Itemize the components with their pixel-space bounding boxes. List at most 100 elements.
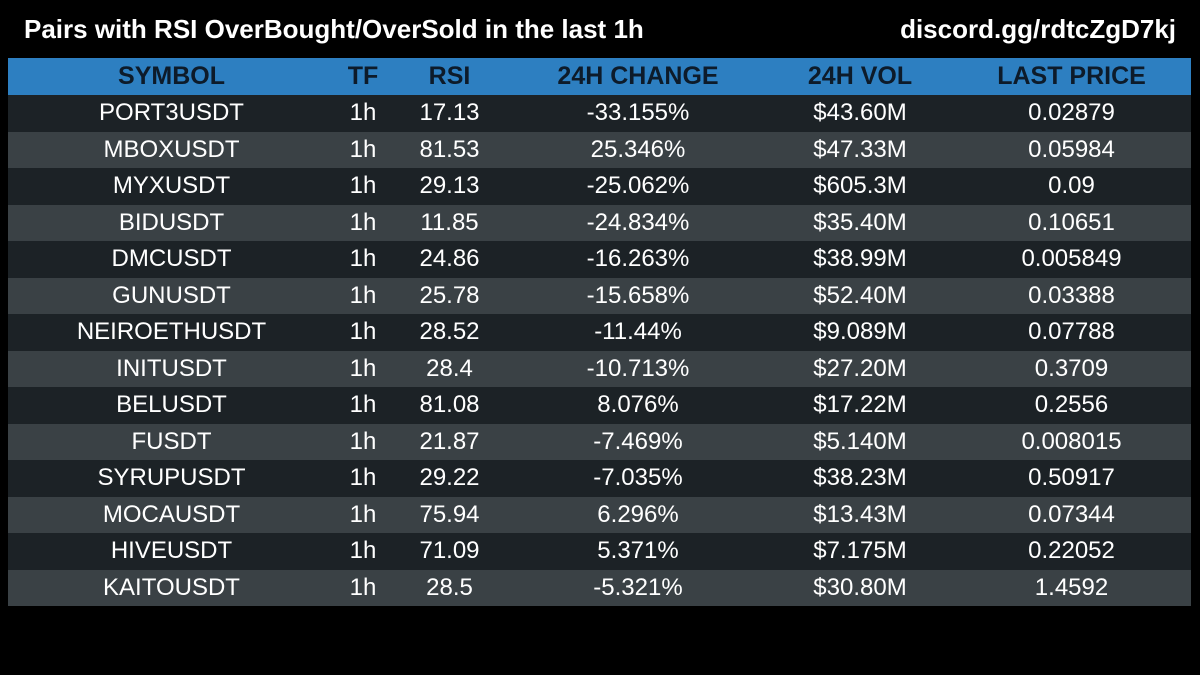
- symbol-cell: MYXUSDT: [112, 172, 231, 200]
- change-cell: -7.035%: [593, 464, 683, 492]
- volume-cell: $47.33M: [813, 135, 907, 163]
- symbol-cell: HIVEUSDT: [110, 537, 233, 565]
- tf-cell: 1h: [349, 537, 377, 565]
- column-header-tf: TF: [347, 62, 379, 90]
- price-cell: 0.07344: [1028, 500, 1115, 528]
- table-row: FUSDT 1h 21.87 -7.469% $5.140M 0.008015: [8, 423, 1191, 460]
- symbol-cell: BIDUSDT: [118, 208, 225, 236]
- volume-cell: $52.40M: [813, 281, 907, 309]
- table-row: GUNUSDT 1h 25.78 -15.658% $52.40M 0.03388: [8, 277, 1191, 314]
- price-cell: 0.07788: [1028, 318, 1115, 346]
- rsi-cell: 81.08: [419, 391, 480, 419]
- column-header-24h-change: 24H CHANGE: [557, 62, 719, 90]
- column-header-last-price: LAST PRICE: [997, 62, 1146, 90]
- tf-cell: 1h: [349, 281, 377, 309]
- tf-cell: 1h: [349, 318, 377, 346]
- symbol-cell: PORT3USDT: [99, 99, 244, 127]
- volume-cell: $38.99M: [813, 245, 907, 273]
- symbol-cell: MBOXUSDT: [103, 135, 240, 163]
- change-cell: -15.658%: [586, 281, 690, 309]
- rsi-cell: 28.5: [426, 573, 473, 601]
- table-row: BELUSDT 1h 81.08 8.076% $17.22M 0.2556: [8, 387, 1191, 424]
- price-cell: 0.09: [1048, 172, 1095, 200]
- tf-cell: 1h: [349, 391, 377, 419]
- price-cell: 0.05984: [1028, 135, 1115, 163]
- symbol-cell: MOCAUSDT: [102, 500, 241, 528]
- volume-cell: $5.140M: [813, 427, 907, 455]
- discord-link[interactable]: discord.gg/rdtcZgD7kj: [900, 14, 1176, 44]
- volume-cell: $43.60M: [813, 99, 907, 127]
- tf-cell: 1h: [349, 500, 377, 528]
- table-header-row: SYMBOL TF RSI 24H CHANGE 24H VOL LAST PR…: [8, 58, 1191, 95]
- table-row: INITUSDT 1h 28.4 -10.713% $27.20M 0.3709: [8, 350, 1191, 387]
- volume-cell: $17.22M: [813, 391, 907, 419]
- change-cell: -11.44%: [594, 318, 682, 346]
- volume-cell: $27.20M: [813, 354, 907, 382]
- symbol-cell: INITUSDT: [116, 354, 227, 382]
- tf-cell: 1h: [349, 172, 377, 200]
- change-cell: 5.371%: [597, 537, 679, 565]
- rsi-cell: 17.13: [419, 99, 480, 127]
- rsi-table: SYMBOL TF RSI 24H CHANGE 24H VOL LAST PR…: [8, 58, 1191, 606]
- volume-cell: $605.3M: [813, 172, 907, 200]
- tf-cell: 1h: [349, 135, 377, 163]
- volume-cell: $9.089M: [813, 318, 907, 346]
- change-cell: -7.469%: [593, 427, 683, 455]
- tf-cell: 1h: [349, 427, 377, 455]
- change-cell: -5.321%: [593, 573, 683, 601]
- symbol-cell: DMCUSDT: [111, 245, 232, 273]
- volume-cell: $30.80M: [813, 573, 907, 601]
- change-cell: -24.834%: [586, 208, 690, 236]
- volume-cell: $7.175M: [813, 537, 907, 565]
- change-cell: -10.713%: [586, 354, 690, 382]
- price-cell: 0.10651: [1028, 208, 1115, 236]
- table-row: DMCUSDT 1h 24.86 -16.263% $38.99M 0.005849: [8, 241, 1191, 278]
- rsi-cell: 25.78: [419, 281, 480, 309]
- change-cell: 6.296%: [597, 500, 679, 528]
- tf-cell: 1h: [349, 573, 377, 601]
- table-row: MYXUSDT 1h 29.13 -25.062% $605.3M 0.09: [8, 168, 1191, 205]
- tf-cell: 1h: [349, 99, 377, 127]
- rsi-cell: 11.85: [420, 208, 479, 236]
- table-row: MBOXUSDT 1h 81.53 25.346% $47.33M 0.05984: [8, 131, 1191, 168]
- tf-cell: 1h: [349, 354, 377, 382]
- tf-cell: 1h: [349, 245, 377, 273]
- change-cell: 25.346%: [590, 135, 686, 163]
- price-cell: 0.50917: [1028, 464, 1115, 492]
- volume-cell: $38.23M: [813, 464, 907, 492]
- price-cell: 0.03388: [1028, 281, 1115, 309]
- rsi-cell: 29.13: [419, 172, 480, 200]
- rsi-cell: 71.09: [419, 537, 480, 565]
- tf-cell: 1h: [349, 208, 377, 236]
- price-cell: 0.3709: [1034, 354, 1109, 382]
- volume-cell: $35.40M: [813, 208, 907, 236]
- table-row: NEIROETHUSDT 1h 28.52 -11.44% $9.089M 0.07788: [8, 314, 1191, 351]
- table-row: SYRUPUSDT 1h 29.22 -7.035% $38.23M 0.50917: [8, 460, 1191, 497]
- price-cell: 0.005849: [1021, 245, 1122, 273]
- column-header-rsi: RSI: [428, 62, 471, 90]
- tf-cell: 1h: [349, 464, 377, 492]
- symbol-cell: FUSDT: [131, 427, 212, 455]
- page-header: Pairs with RSI OverBought/OverSold in th…: [0, 0, 1200, 58]
- price-cell: 0.02879: [1028, 99, 1115, 127]
- rsi-cell: 24.86: [419, 245, 480, 273]
- rsi-cell: 75.94: [419, 500, 480, 528]
- change-cell: -16.263%: [586, 245, 690, 273]
- price-cell: 0.008015: [1021, 427, 1122, 455]
- volume-cell: $13.43M: [813, 500, 907, 528]
- symbol-cell: GUNUSDT: [112, 281, 231, 309]
- rsi-cell: 28.4: [426, 354, 473, 382]
- table-row: MOCAUSDT 1h 75.94 6.296% $13.43M 0.07344: [8, 496, 1191, 533]
- rsi-cell: 29.22: [419, 464, 480, 492]
- symbol-cell: BELUSDT: [116, 391, 227, 419]
- column-header-24h-vol: 24H VOL: [807, 62, 913, 90]
- table-body: PORT3USDT 1h 17.13 -33.155% $43.60M 0.02879 MB…: [8, 95, 1191, 606]
- price-cell: 0.2556: [1034, 391, 1109, 419]
- rsi-cell: 28.52: [419, 318, 480, 346]
- change-cell: 8.076%: [597, 391, 679, 419]
- table-row: HIVEUSDT 1h 71.09 5.371% $7.175M 0.22052: [8, 533, 1191, 570]
- table-row: KAITOUSDT 1h 28.5 -5.321% $30.80M 1.4592: [8, 569, 1191, 606]
- symbol-cell: NEIROETHUSDT: [76, 318, 267, 346]
- price-cell: 1.4592: [1034, 573, 1109, 601]
- rsi-cell: 81.53: [419, 135, 480, 163]
